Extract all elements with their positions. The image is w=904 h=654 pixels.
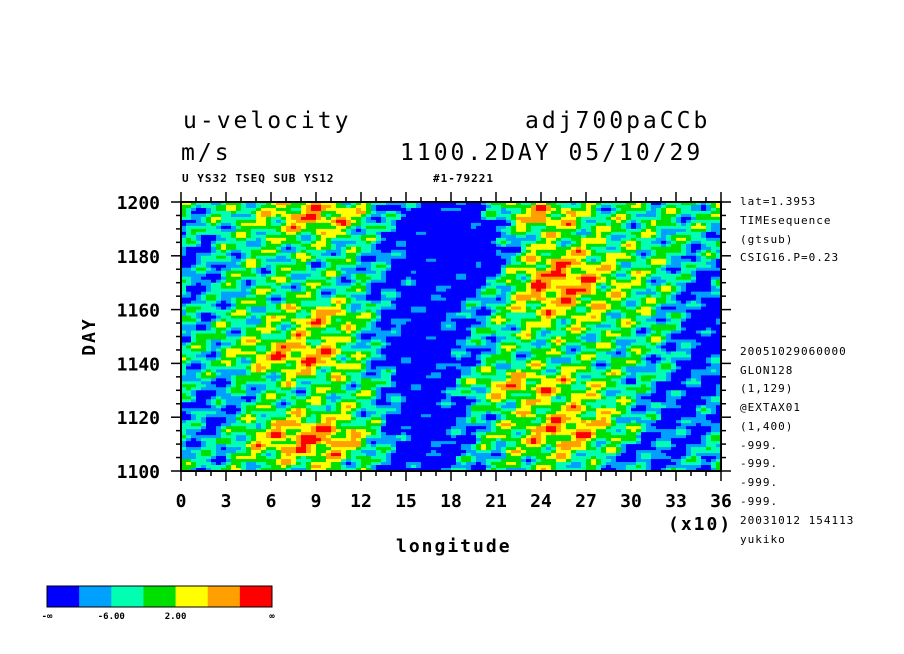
colorbar-swatch xyxy=(207,586,241,607)
colorbar-label: ∞ xyxy=(269,612,275,622)
info-csig: CSIG16.P=0.23 xyxy=(740,251,840,264)
colorbar-label: -6.00 xyxy=(98,612,125,622)
x-tick-label: 33 xyxy=(665,491,687,512)
experiment-name: adj700paCCb xyxy=(525,108,711,134)
x-tick-label: 12 xyxy=(350,491,372,512)
info-extax: @EXTAX01 xyxy=(740,401,801,414)
colorbar-swatch xyxy=(143,586,177,607)
info-user: yukiko xyxy=(740,533,786,546)
colorbar-swatch xyxy=(79,586,112,607)
colorbar-swatch xyxy=(111,586,144,607)
y-tick-label: 1160 xyxy=(117,301,160,322)
info-timestamp: 20031012 154113 xyxy=(740,514,855,527)
colorbar-label: 2.00 xyxy=(165,612,187,622)
y-tick-label: 1120 xyxy=(117,408,160,429)
info-missing-4: -999. xyxy=(740,495,779,508)
run-id-caption: #1-79221 xyxy=(433,172,494,185)
x-multiplier-label: (x10) xyxy=(668,514,733,535)
info-range1: (1,129) xyxy=(740,382,794,395)
colorbar-swatch xyxy=(239,586,273,607)
colorbar-label: -∞ xyxy=(42,612,53,622)
variable-caption: U YS32 TSEQ SUB YS12 xyxy=(182,172,335,185)
info-date: 20051029060000 xyxy=(740,345,847,358)
heatmap-field xyxy=(181,202,722,472)
info-glon: GLON128 xyxy=(740,364,794,377)
y-tick-label: 1100 xyxy=(117,462,160,483)
chart-axes: 0 3 6 9 12 15 18 21 24 27 30 33 36110011201140116011… xyxy=(117,192,732,512)
x-tick-label: 21 xyxy=(485,491,507,512)
info-range2: (1,400) xyxy=(740,420,794,433)
x-tick-label: 27 xyxy=(575,491,597,512)
y-tick-label: 1180 xyxy=(117,247,160,268)
y-tick-label: 1140 xyxy=(117,354,160,375)
x-tick-label: 15 xyxy=(395,491,417,512)
colorbar: -∞ -6.00 2.00 ∞ xyxy=(42,585,275,622)
info-missing-1: -999. xyxy=(740,439,779,452)
x-tick-label: 6 xyxy=(266,491,277,512)
info-gtsub: (gtsub) xyxy=(740,233,794,246)
info-missing-2: -999. xyxy=(740,457,779,470)
units-label: m/s xyxy=(181,140,232,166)
info-timeseq: TIMEsequence xyxy=(740,214,832,227)
x-tick-label: 9 xyxy=(311,491,322,512)
x-tick-label: 3 xyxy=(221,491,232,512)
colorbar-swatch xyxy=(47,586,80,607)
colorbar-swatch xyxy=(175,586,209,607)
info-missing-3: -999. xyxy=(740,476,779,489)
x-tick-label: 0 xyxy=(176,491,187,512)
y-tick-label: 1200 xyxy=(117,193,160,214)
chart-title: u-velocity xyxy=(183,108,352,134)
x-axis-label: longitude xyxy=(396,536,512,557)
x-tick-label: 24 xyxy=(530,491,552,512)
info-lat: lat=1.3953 xyxy=(740,195,817,208)
x-tick-label: 30 xyxy=(620,491,642,512)
time-subtitle: 1100.2DAY 05/10/29 xyxy=(400,140,704,166)
x-tick-label: 18 xyxy=(440,491,462,512)
x-tick-label: 36 xyxy=(710,491,732,512)
